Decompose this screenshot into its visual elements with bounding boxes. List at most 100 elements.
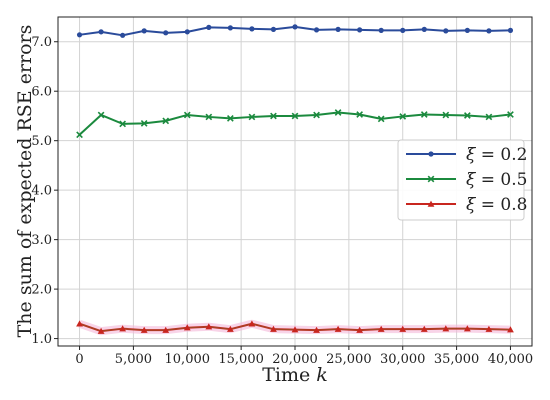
data-point (427, 200, 435, 207)
data-point (485, 325, 493, 332)
legend: ξ = 0.2 ξ = 0.5 ξ = 0.8 (397, 139, 527, 221)
data-point (443, 28, 449, 34)
data-point (463, 112, 471, 119)
data-point (97, 111, 105, 119)
data-point (270, 26, 277, 32)
data-point (377, 325, 385, 332)
legend-item: ξ = 0.2 (406, 145, 527, 165)
data-point (76, 131, 83, 139)
data-point (120, 32, 126, 38)
data-point (313, 27, 320, 33)
x-tick-label: 0 (75, 352, 83, 367)
x-tick-label: 15,000 (218, 352, 264, 367)
data-point (248, 113, 256, 121)
x-axis-ticks: 0 5,000 10,000 15,000 20,000 25,000 30,000 35,0… (75, 346, 533, 367)
data-point (206, 24, 212, 30)
data-point (291, 326, 299, 333)
data-point (334, 109, 342, 116)
data-point (184, 29, 190, 35)
data-point (335, 26, 341, 32)
x-axis-label: Time k (262, 364, 328, 386)
data-point (76, 320, 83, 327)
y-tick-label: 7.0 (31, 35, 52, 50)
data-point (507, 111, 514, 118)
data-point (248, 320, 256, 327)
legend-label: ξ = 0.8 (466, 195, 527, 215)
data-point (183, 111, 191, 119)
legend-item: ξ = 0.8 (406, 195, 527, 215)
legend-item: ξ = 0.5 (406, 170, 527, 190)
data-point (356, 111, 364, 118)
data-point (76, 32, 83, 38)
series-2 (76, 109, 514, 139)
data-point (162, 326, 170, 333)
data-point (357, 27, 363, 33)
data-point (377, 115, 385, 123)
x-tick-label: 40,000 (488, 352, 534, 367)
data-point (162, 117, 170, 125)
data-point (334, 325, 342, 332)
data-point (227, 25, 233, 31)
x-tick-label: 35,000 (434, 352, 480, 367)
series-layer (76, 24, 514, 336)
data-point (442, 111, 450, 119)
y-axis-label: The sum of expected RSE errors (14, 25, 36, 338)
grid (58, 17, 532, 346)
series-1 (76, 24, 514, 38)
data-point (119, 120, 127, 128)
data-point (378, 27, 384, 33)
y-tick-label: 6.0 (31, 85, 52, 100)
data-point (356, 326, 364, 333)
data-point (140, 326, 148, 333)
data-point (98, 29, 104, 35)
data-point (442, 325, 450, 332)
legend-label: ξ = 0.2 (466, 145, 527, 165)
data-point (292, 24, 298, 30)
data-point (140, 120, 148, 127)
data-point (464, 27, 470, 33)
data-point (420, 325, 428, 332)
y-tick-label: 4.0 (31, 184, 52, 199)
data-point (205, 113, 213, 121)
data-point (507, 27, 514, 33)
data-point (141, 28, 147, 34)
x-tick-label: 10,000 (165, 352, 211, 367)
data-point (420, 111, 428, 118)
data-point (463, 325, 471, 332)
data-point (226, 325, 234, 332)
y-tick-label: 2.0 (31, 283, 52, 298)
x-tick-label: 5,000 (115, 352, 152, 367)
x-tick-label: 20,000 (272, 352, 318, 367)
y-axis-ticks: 1.0 2.0 3.0 4.0 5.0 6.0 7.0 (31, 35, 58, 347)
data-point (205, 323, 213, 330)
x-tick-label: 30,000 (380, 352, 426, 367)
data-point (427, 175, 435, 183)
x-tick-label: 25,000 (326, 352, 372, 367)
data-point (291, 112, 299, 120)
data-point (97, 327, 105, 334)
data-point (399, 113, 407, 120)
x-axis-label-text: Time (262, 364, 316, 386)
legend-label: ξ = 0.5 (466, 170, 527, 190)
data-point (226, 115, 234, 122)
x-axis-label-var: k (316, 364, 328, 386)
data-point (485, 113, 493, 121)
data-point (507, 326, 514, 333)
data-point (428, 151, 434, 157)
data-point (249, 26, 255, 32)
data-point (270, 112, 277, 120)
data-point (270, 325, 277, 332)
y-tick-label: 3.0 (31, 233, 52, 248)
data-point (119, 325, 127, 332)
y-tick-label: 5.0 (31, 134, 52, 149)
data-point (486, 28, 492, 34)
data-point (183, 324, 191, 331)
data-point (313, 111, 320, 119)
series-3 (76, 319, 514, 336)
data-point (400, 27, 406, 33)
legend-box (397, 139, 525, 221)
y-tick-label: 1.0 (31, 332, 52, 347)
data-point (163, 30, 169, 36)
data-point (421, 26, 427, 32)
